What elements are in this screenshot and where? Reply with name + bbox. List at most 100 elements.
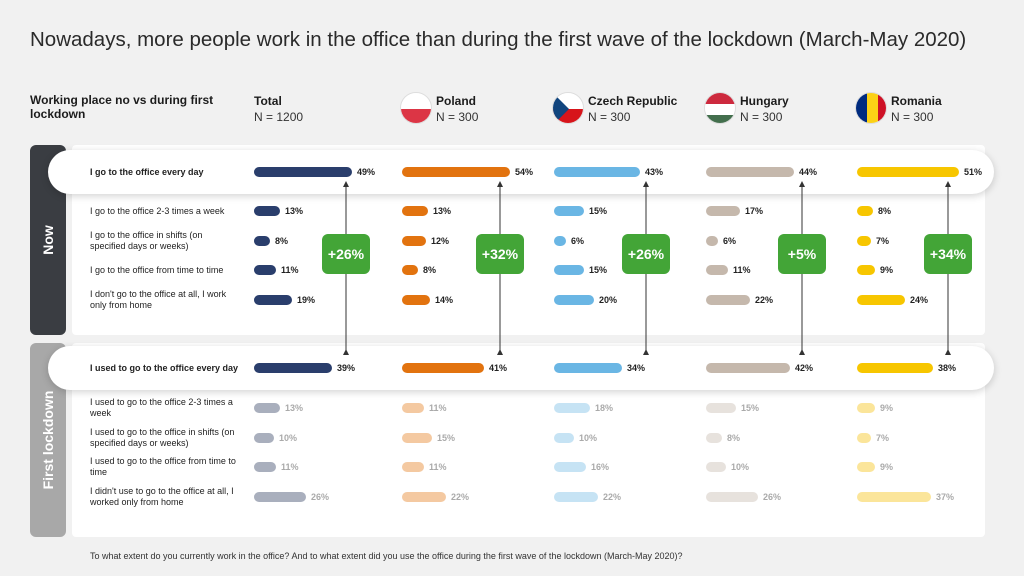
bar-value-label: 9%	[880, 403, 894, 413]
column-sample-size: N = 300	[436, 110, 479, 124]
bar	[254, 462, 276, 472]
czech-flag-icon	[552, 92, 584, 124]
bar-value-label: 51%	[964, 167, 983, 177]
bar	[402, 167, 510, 177]
bar	[554, 167, 640, 177]
section-first-lockdown-label: First lockdown	[40, 390, 56, 490]
column-name: Hungary	[740, 94, 789, 108]
footnote: To what extent do you currently work in …	[90, 551, 683, 561]
row-label: I didn't use to go to the office at all,…	[90, 486, 234, 507]
bar-value-label: 39%	[337, 363, 356, 373]
bar	[254, 167, 352, 177]
row-label: I don't go to the office at all, I work …	[90, 289, 227, 310]
bar	[554, 403, 590, 413]
bar-value-label: 38%	[938, 363, 957, 373]
bar-value-label: 14%	[435, 295, 454, 305]
bar-value-label: 11%	[281, 462, 299, 472]
bar-value-label: 15%	[589, 265, 608, 275]
bar-value-label: 8%	[275, 236, 289, 246]
row-label: I used to go to the office from time to …	[90, 456, 236, 477]
column-header-1: Poland N = 300	[400, 92, 545, 126]
bar-value-label: 18%	[595, 403, 614, 413]
row-label: I go to the office from time to time	[90, 265, 224, 275]
change-badge: +34%	[924, 234, 972, 274]
column-sample-size: N = 300	[891, 110, 934, 124]
bar	[402, 206, 428, 216]
bar	[857, 403, 875, 413]
bar-value-label: 9%	[880, 462, 894, 472]
bar-value-label: 11%	[429, 403, 447, 413]
bar	[554, 295, 594, 305]
bar	[554, 265, 584, 275]
change-badge: +26%	[322, 234, 370, 274]
column-header-3: Hungary N = 300	[704, 92, 849, 126]
bar	[706, 403, 736, 413]
row-label: I go to the office in shifts (on specifi…	[90, 230, 203, 251]
bar	[857, 492, 931, 502]
bar	[402, 363, 484, 373]
now-highlight-row	[48, 150, 994, 194]
bar	[402, 462, 424, 472]
bar	[554, 363, 622, 373]
column-header-4: Romania N = 300	[855, 92, 1000, 126]
bar	[402, 492, 446, 502]
bar-value-label: 44%	[799, 167, 818, 177]
column-name: Romania	[891, 94, 942, 108]
bar	[254, 265, 276, 275]
bar	[254, 363, 332, 373]
row-label: I go to the office 2-3 times a week	[90, 206, 225, 216]
column-sample-size: N = 300	[740, 110, 783, 124]
bar-value-label: 49%	[357, 167, 376, 177]
column-name: Total	[254, 94, 282, 108]
row-header: Working place no vs during first lockdow…	[30, 93, 214, 121]
bar-value-label: 6%	[723, 236, 737, 246]
bar-value-label: 22%	[451, 492, 470, 502]
bar	[857, 265, 875, 275]
bar-value-label: 8%	[423, 265, 437, 275]
bar-value-label: 6%	[571, 236, 585, 246]
bar	[254, 236, 270, 246]
bar-value-label: 20%	[599, 295, 618, 305]
row-label: I used to go to the office in shifts (on…	[90, 427, 235, 448]
row-label: I used to go to the office every day	[90, 363, 239, 373]
bar	[254, 433, 274, 443]
bar-value-label: 15%	[437, 433, 456, 443]
bar-value-label: 19%	[297, 295, 316, 305]
bar	[706, 206, 740, 216]
bar-value-label: 15%	[741, 403, 760, 413]
hungary-flag-icon	[704, 92, 736, 124]
bar	[554, 236, 566, 246]
bar-value-label: 24%	[910, 295, 929, 305]
bar	[554, 206, 584, 216]
bar	[857, 295, 905, 305]
bar	[706, 265, 728, 275]
bar	[857, 206, 873, 216]
bar-value-label: 11%	[733, 265, 751, 275]
column-sample-size: N = 300	[588, 110, 631, 124]
bar	[402, 433, 432, 443]
bar	[857, 363, 933, 373]
bar	[857, 167, 959, 177]
bar	[706, 167, 794, 177]
bar	[706, 433, 722, 443]
bar-value-label: 9%	[880, 265, 894, 275]
bar	[554, 492, 598, 502]
bar	[554, 433, 574, 443]
row-label: I used to go to the office 2-3 times a w…	[90, 397, 233, 418]
bar	[857, 433, 871, 443]
bar-value-label: 16%	[591, 462, 610, 472]
poland-flag-icon	[400, 92, 432, 124]
bar	[554, 462, 586, 472]
bar-value-label: 43%	[645, 167, 664, 177]
section-now-label: Now	[40, 225, 56, 255]
bar-value-label: 17%	[745, 206, 764, 216]
bar-value-label: 12%	[431, 236, 450, 246]
bar-value-label: 11%	[429, 462, 447, 472]
bar-value-label: 26%	[763, 492, 782, 502]
bar	[254, 295, 292, 305]
bar-value-label: 13%	[285, 403, 304, 413]
bar	[706, 363, 790, 373]
bar-value-label: 7%	[876, 236, 890, 246]
bar	[706, 236, 718, 246]
bar-value-label: 41%	[489, 363, 508, 373]
